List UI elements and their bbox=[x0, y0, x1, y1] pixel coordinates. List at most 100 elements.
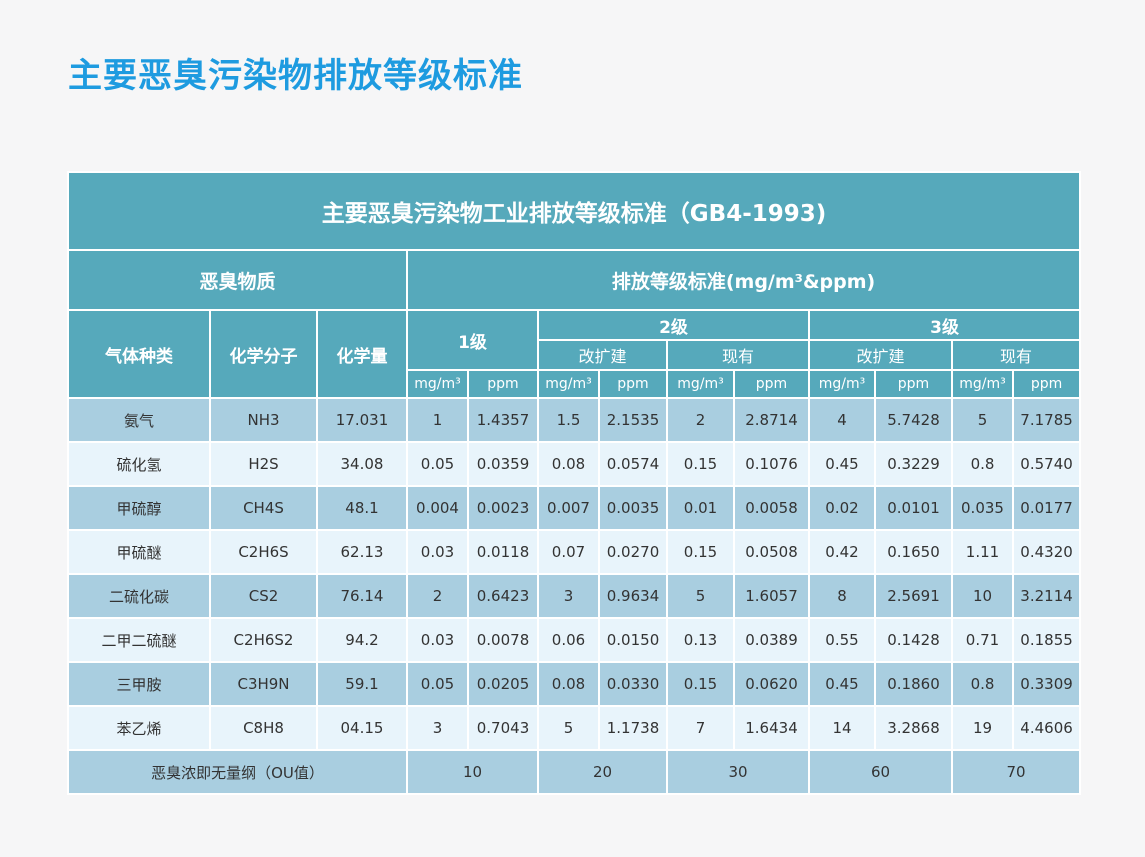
cell-value: 0.035 bbox=[951, 485, 1014, 531]
cell-value: 2 bbox=[406, 573, 469, 619]
cell-value: 0.15 bbox=[666, 529, 735, 575]
cell-formula: CH4S bbox=[209, 485, 318, 531]
cell-value: 1 bbox=[406, 397, 469, 443]
cell-value: 0.8 bbox=[951, 441, 1014, 487]
ou-row: 恶臭浓即无量纲（OU值） 10 20 30 60 70 bbox=[67, 749, 1082, 795]
cell-value: 5 bbox=[951, 397, 1014, 443]
cell-value: 5 bbox=[537, 705, 600, 751]
cell-value: 0.1076 bbox=[733, 441, 810, 487]
cell-gas: 二硫化碳 bbox=[67, 573, 211, 619]
page-title: 主要恶臭污染物排放等级标准 bbox=[68, 56, 523, 96]
cell-value: 0.15 bbox=[666, 661, 735, 707]
cell-value: 0.3309 bbox=[1011, 661, 1082, 707]
ou-value-level-1: 10 bbox=[406, 749, 539, 795]
cell-gas: 甲硫醚 bbox=[67, 529, 211, 575]
cell-mass: 76.14 bbox=[316, 573, 408, 619]
level-2-existing-header: 现有 bbox=[666, 339, 810, 371]
cell-value: 0.0078 bbox=[467, 617, 539, 663]
cell-formula: C2H6S2 bbox=[209, 617, 318, 663]
cell-gas: 二甲二硫醚 bbox=[67, 617, 211, 663]
cell-value: 0.0177 bbox=[1011, 485, 1082, 531]
level-2-new-header: 改扩建 bbox=[537, 339, 668, 371]
cell-value: 0.0035 bbox=[598, 485, 668, 531]
cell-value: 0.9634 bbox=[598, 573, 668, 619]
cell-formula: C3H9N bbox=[209, 661, 318, 707]
cell-value: 0.05 bbox=[406, 661, 469, 707]
cell-value: 14 bbox=[808, 705, 876, 751]
cell-formula: C8H8 bbox=[209, 705, 318, 751]
cell-value: 0.71 bbox=[951, 617, 1014, 663]
emission-standard-table: 主要恶臭污染物工业排放等级标准（GB4-1993) 恶臭物质 排放等级标准(mg… bbox=[66, 171, 1082, 795]
cell-value: 0.42 bbox=[808, 529, 876, 575]
cell-value: 0.8 bbox=[951, 661, 1014, 707]
cell-value: 0.15 bbox=[666, 441, 735, 487]
cell-value: 3.2868 bbox=[874, 705, 953, 751]
cell-value: 0.6423 bbox=[467, 573, 539, 619]
cell-mass: 34.08 bbox=[316, 441, 408, 487]
level-2-header: 2级 bbox=[537, 309, 810, 341]
cell-value: 0.0023 bbox=[467, 485, 539, 531]
table-row: 三甲胺 C3H9N 59.1 0.05 0.0205 0.08 0.0330 0… bbox=[67, 661, 1082, 707]
cell-value: 0.0270 bbox=[598, 529, 668, 575]
column-header-gas: 气体种类 bbox=[67, 309, 211, 399]
ou-value-level-2-existing: 30 bbox=[666, 749, 810, 795]
cell-formula: CS2 bbox=[209, 573, 318, 619]
cell-value: 1.1738 bbox=[598, 705, 668, 751]
level-3-new-header: 改扩建 bbox=[808, 339, 953, 371]
cell-value: 0.004 bbox=[406, 485, 469, 531]
table-row: 二硫化碳 CS2 76.14 2 0.6423 3 0.9634 5 1.605… bbox=[67, 573, 1082, 619]
cell-value: 0.0150 bbox=[598, 617, 668, 663]
cell-gas: 苯乙烯 bbox=[67, 705, 211, 751]
cell-value: 0.4320 bbox=[1011, 529, 1082, 575]
cell-gas: 甲硫醇 bbox=[67, 485, 211, 531]
cell-value: 0.08 bbox=[537, 661, 600, 707]
level-3-header: 3级 bbox=[807, 309, 1082, 341]
unit-ppm-header: ppm bbox=[467, 369, 539, 399]
cell-value: 0.02 bbox=[808, 485, 876, 531]
cell-value: 0.0620 bbox=[733, 661, 810, 707]
cell-value: 0.45 bbox=[808, 661, 876, 707]
cell-value: 0.3229 bbox=[874, 441, 953, 487]
cell-value: 0.0574 bbox=[598, 441, 668, 487]
level-1-header: 1级 bbox=[406, 309, 539, 371]
cell-value: 0.08 bbox=[537, 441, 600, 487]
cell-value: 4.4606 bbox=[1011, 705, 1082, 751]
cell-value: 2.5691 bbox=[874, 573, 953, 619]
cell-value: 1.4357 bbox=[467, 397, 539, 443]
cell-value: 0.0508 bbox=[733, 529, 810, 575]
cell-value: 0.03 bbox=[406, 529, 469, 575]
table-row: 硫化氢 H2S 34.08 0.05 0.0359 0.08 0.0574 0.… bbox=[67, 441, 1082, 487]
cell-value: 5 bbox=[666, 573, 735, 619]
ou-value-level-3-new: 60 bbox=[808, 749, 953, 795]
column-header-mass: 化学量 bbox=[316, 309, 408, 399]
cell-mass: 48.1 bbox=[316, 485, 408, 531]
cell-value: 4 bbox=[808, 397, 876, 443]
cell-value: 0.1650 bbox=[874, 529, 953, 575]
ou-value-level-3-existing: 70 bbox=[950, 749, 1082, 795]
cell-value: 0.0101 bbox=[874, 485, 953, 531]
unit-ppm-header: ppm bbox=[1011, 369, 1082, 399]
group-header-standard: 排放等级标准(mg/m³&ppm) bbox=[405, 249, 1082, 311]
cell-value: 0.07 bbox=[537, 529, 600, 575]
cell-value: 0.0330 bbox=[598, 661, 668, 707]
cell-value: 2.1535 bbox=[598, 397, 668, 443]
unit-ppm-header: ppm bbox=[598, 369, 668, 399]
column-header-formula: 化学分子 bbox=[209, 309, 318, 399]
cell-value: 1.11 bbox=[951, 529, 1014, 575]
cell-value: 0.0118 bbox=[467, 529, 539, 575]
cell-value: 0.0359 bbox=[467, 441, 539, 487]
cell-gas: 氨气 bbox=[67, 397, 211, 443]
cell-value: 3.2114 bbox=[1011, 573, 1082, 619]
cell-value: 1.5 bbox=[537, 397, 600, 443]
unit-ppm-header: ppm bbox=[733, 369, 810, 399]
cell-value: 1.6057 bbox=[733, 573, 810, 619]
cell-value: 0.55 bbox=[808, 617, 876, 663]
cell-value: 0.5740 bbox=[1011, 441, 1082, 487]
unit-ppm-header: ppm bbox=[874, 369, 953, 399]
table-body: 氨气 NH3 17.031 1 1.4357 1.5 2.1535 2 2.87… bbox=[67, 397, 1082, 795]
unit-mg-header: mg/m³ bbox=[406, 369, 469, 399]
cell-value: 0.05 bbox=[406, 441, 469, 487]
cell-value: 3 bbox=[406, 705, 469, 751]
cell-value: 19 bbox=[951, 705, 1014, 751]
cell-value: 0.0058 bbox=[733, 485, 810, 531]
